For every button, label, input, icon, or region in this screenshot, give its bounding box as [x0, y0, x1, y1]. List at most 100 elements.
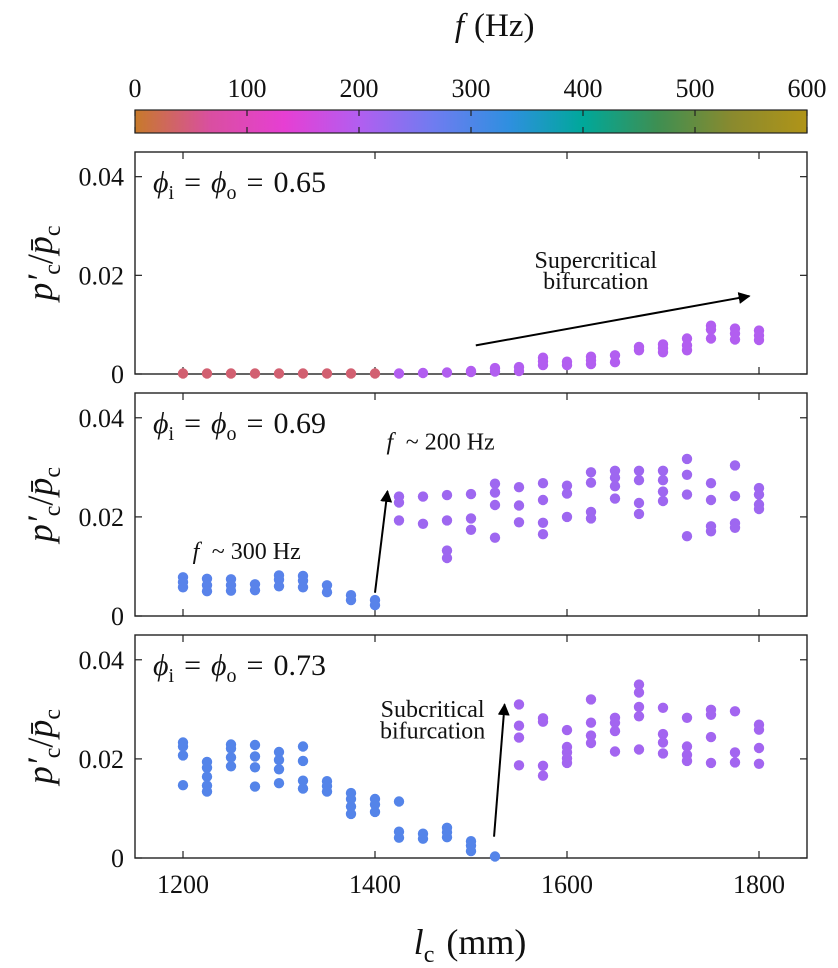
data-point: [585, 694, 597, 705]
y-tick-label: 0.04: [79, 646, 125, 675]
data-point: [345, 801, 357, 812]
y-tick-label: 0: [111, 844, 124, 873]
colorbar-ticks: [134, 110, 808, 133]
data-point: [513, 732, 525, 743]
data-point: [537, 478, 549, 489]
data-point: [177, 741, 189, 752]
data-point: [201, 762, 213, 773]
data-point: [321, 368, 333, 379]
data-point: [585, 513, 597, 524]
data-point: [729, 522, 741, 533]
data-point: [225, 368, 237, 379]
data-point: [465, 845, 477, 857]
data-point: [489, 478, 501, 489]
data-point: [729, 747, 741, 758]
data-point: [585, 717, 597, 728]
data-point: [681, 453, 693, 465]
data-point: [561, 488, 573, 499]
colorbar-tick-labels: 0 100 200 300 400 500 600: [129, 74, 827, 103]
data-point: [201, 771, 213, 782]
data-point: [633, 508, 645, 520]
data-point: [561, 480, 573, 491]
colorbar-tick-label: 100: [228, 74, 267, 103]
data-point: [225, 761, 237, 772]
data-point: [633, 497, 645, 509]
data-point: [705, 333, 717, 344]
data-point: [249, 781, 261, 792]
data-point: [273, 746, 285, 758]
data-point: [417, 833, 429, 844]
data-point: [537, 760, 549, 771]
data-point: [513, 365, 525, 377]
data-point: [201, 368, 213, 379]
data-point: [657, 475, 669, 486]
data-point: [513, 517, 525, 528]
annotation-text: f: [387, 429, 397, 455]
data-point: [297, 755, 309, 767]
data-point: [393, 497, 405, 508]
data-point: [345, 808, 357, 820]
data-point: [345, 793, 357, 805]
data-point: [249, 739, 261, 751]
data-point: [369, 368, 381, 379]
data-point: [513, 500, 525, 511]
data-point: [273, 368, 285, 379]
data-point: [705, 478, 717, 489]
data-point: [249, 585, 261, 596]
data-point: [633, 701, 645, 713]
data-point: [465, 488, 477, 500]
data-point: [537, 716, 549, 727]
annotation-text: f: [193, 539, 203, 565]
data-point: [729, 706, 741, 717]
colorbar-title-variable: f: [455, 8, 468, 44]
data-point: [369, 799, 381, 810]
data-point: [729, 334, 741, 345]
data-point: [753, 758, 765, 769]
data-point: [537, 529, 549, 540]
y-tick-label: 0: [111, 602, 124, 631]
y-tick-label: 0.02: [79, 261, 125, 290]
data-point: [561, 724, 573, 736]
colorbar: f (Hz) 0 100 200 300 400 500 600: [129, 8, 827, 134]
annotation-text: bifurcation: [543, 269, 648, 295]
data-point: [657, 728, 669, 740]
data-point: [657, 486, 669, 497]
data-point: [585, 730, 597, 741]
colorbar-tick-label: 500: [676, 74, 715, 103]
data-point: [297, 582, 309, 593]
data-point: [393, 368, 405, 379]
data-point: [657, 748, 669, 759]
data-point: [681, 469, 693, 480]
data-point: [657, 702, 669, 713]
data-point: [585, 737, 597, 749]
data-point: [657, 347, 669, 358]
annotation-text: Subcritical: [381, 697, 485, 723]
data-point: [633, 679, 645, 690]
data-point: [369, 599, 381, 611]
data-point: [201, 586, 213, 597]
data-point: [177, 750, 189, 761]
data-point: [177, 780, 189, 791]
x-axis-tick-labels: 1200 1400 1600 1800: [157, 870, 785, 899]
panel-phi-0.65: 0 0.02 0.04 p′c/p̄c ϕi = ϕo = 0.65 Supercriticalb…: [20, 151, 808, 389]
data-point: [753, 742, 765, 754]
data-point: [585, 467, 597, 478]
data-point: [489, 487, 501, 498]
data-point: [393, 796, 405, 807]
colorbar-tick-label: 0: [129, 74, 142, 103]
data-point: [753, 489, 765, 500]
y-axis-label: p′c/p̄c: [20, 709, 66, 787]
data-point: [705, 494, 717, 506]
data-point: [465, 513, 477, 524]
data-point: [489, 851, 501, 862]
data-point: [753, 503, 765, 515]
data-point: [441, 832, 453, 843]
data-point: [297, 741, 309, 752]
data-point: [273, 764, 285, 775]
data-point: [513, 720, 525, 731]
data-point: [753, 334, 765, 346]
data-point: [585, 477, 597, 488]
data-point: [345, 368, 357, 379]
annotation-text: ~ 200 Hz: [406, 429, 495, 455]
data-point: [705, 324, 717, 335]
